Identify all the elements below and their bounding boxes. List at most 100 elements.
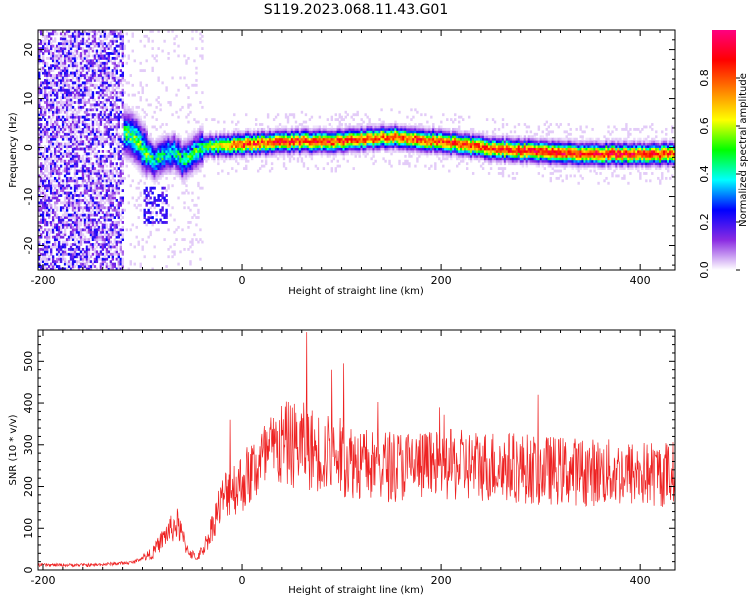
spectrogram-cell [135,154,138,158]
spectrogram-cell [199,162,202,166]
spectrogram-cell [121,201,124,205]
spectrogram-cell [63,198,67,202]
spectrogram-cell [137,140,140,144]
spectrogram-cell [137,145,140,148]
spectrogram-cell [109,113,113,117]
spectrogram-cell [65,176,69,180]
spectrogram-cell [49,32,53,36]
spectrogram-cell [252,135,256,139]
spectrogram-cell [39,267,43,271]
spectrogram-cell [99,198,103,202]
spectrogram-cell [39,186,43,190]
spectrogram-cell [38,194,41,197]
spectrogram-cell [38,181,41,185]
spectrogram-cell [38,76,41,80]
spectrogram-cell [109,96,113,99]
spectrogram-cell [55,245,59,249]
spectrogram-cell [117,157,121,161]
spectrogram-cell [243,145,246,148]
spectrogram-cell [117,91,121,95]
spectrogram-cell [185,176,188,180]
spectrogram-cell [79,137,83,141]
spectrogram-cell [117,54,121,58]
spectrogram-cell [151,142,154,146]
spectrogram-cell [219,137,222,141]
spectrogram-cell [147,39,150,43]
spectrogram-cell [167,56,170,60]
spectrogram-cell [103,123,107,126]
spectrogram-cell [43,167,47,170]
spectrogram-cell [348,125,351,129]
spectrogram-cell [65,113,69,117]
spectrogram-cell [121,93,124,97]
spectrogram-cell [115,93,119,97]
spectrogram-cell [187,164,190,168]
spectrogram-cell [57,198,61,202]
spectrogram-cell [282,154,286,158]
spectrogram-cell [121,37,124,41]
spectrogram-cell [61,34,65,38]
spectrogram-cell [89,218,93,222]
spectrogram-cell [145,194,148,197]
spectrogram-cell [197,167,200,170]
spectrogram-cell [59,115,63,119]
spectrogram-cell [340,137,343,141]
spectrogram-cell [119,267,123,271]
spectrogram-cell [217,162,220,166]
spectrogram-cell [63,74,67,77]
spectrogram-cell [111,176,115,180]
spectrogram-cell [67,152,71,156]
spectrogram-cell [81,172,85,175]
spectrogram-cell [41,52,45,55]
spectrogram-cell [187,172,190,175]
spectrogram-cell [111,189,115,193]
spectrogram-cell [67,260,71,264]
spectrogram-cell [252,127,256,131]
spectrogram-cell [49,98,53,102]
spectrogram-cell [201,39,204,43]
spectrogram-cell [300,123,304,126]
spectrogram-cell [119,172,123,175]
spectrogram-cell [282,164,286,168]
spectrogram-cell [354,150,357,153]
spectrogram-cell [155,145,158,148]
spectrogram-cell [360,132,363,136]
spectrogram-cell [89,198,93,202]
spectrogram-cell [217,147,220,151]
spectrogram-cell [79,243,83,246]
spectrogram-cell [38,225,41,229]
spectrogram-cell [155,147,158,151]
spectrogram-cell [39,176,43,180]
spectrogram-cell [197,145,200,148]
spectrogram-cell [75,49,79,53]
spectrogram-cell [67,120,71,124]
spectrogram-cell [173,172,176,175]
spectrogram-cell [125,103,128,107]
spectrogram-cell [61,152,65,156]
spectrogram-cell [149,172,152,175]
spectrogram-cell [49,83,53,87]
spectrogram-cell [298,150,302,153]
spectrogram-cell [193,167,196,170]
spectrogram-cell [157,137,160,141]
spectrogram-cell [137,123,140,126]
spectrogram-cell [51,64,55,68]
spectrogram-cell [109,247,113,251]
spectrogram-cell [177,157,180,161]
spectrogram-cell [243,152,246,156]
spectrogram-cell [99,174,103,178]
spectrogram-cell [107,233,111,237]
spectrogram-cell [51,235,55,239]
spectrogram-cell [67,83,71,87]
spectrogram-cell [316,140,320,144]
spectrogram-cell [137,132,140,136]
spectrogram-cell [137,157,140,161]
spectrogram-cell [63,260,67,264]
spectrogram-cell [127,56,130,60]
spectrogram-cell [129,74,132,77]
spectrogram-cell [99,245,103,249]
spectrogram-cell [149,189,152,193]
spectrogram-cell [135,162,138,166]
spectrogram-cell [107,76,111,80]
spectrogram-cell [81,206,85,210]
